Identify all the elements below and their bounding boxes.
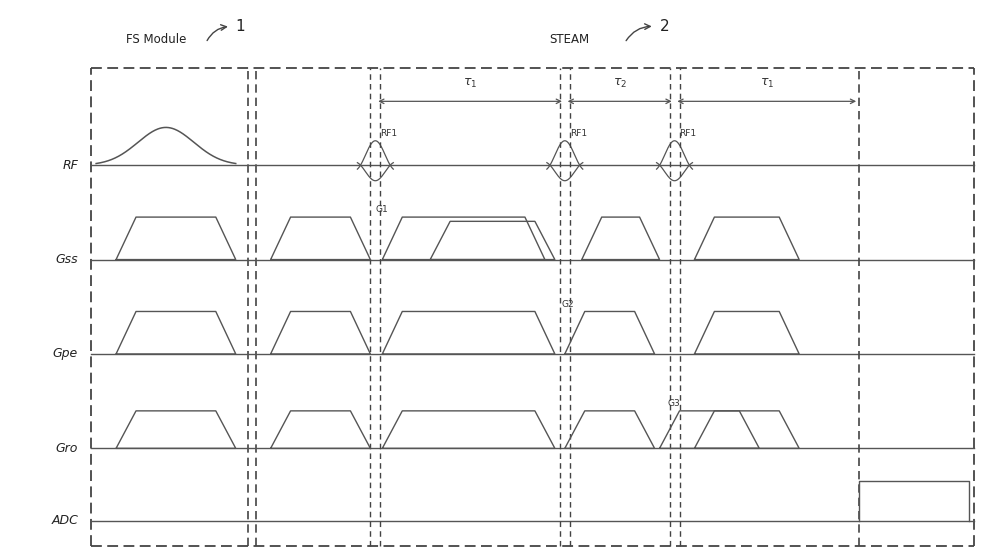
Text: 1: 1 <box>236 19 245 34</box>
Text: $\tau_1$: $\tau_1$ <box>463 77 477 90</box>
Text: $\tau_2$: $\tau_2$ <box>613 77 627 90</box>
Text: RF1: RF1 <box>680 129 697 138</box>
Text: RF: RF <box>62 158 78 172</box>
Text: G2: G2 <box>562 300 574 309</box>
Text: STEAM: STEAM <box>550 33 590 46</box>
Text: Gpe: Gpe <box>53 348 78 360</box>
Text: G3: G3 <box>668 399 680 408</box>
Text: 2: 2 <box>660 19 669 34</box>
Text: G1: G1 <box>375 205 388 214</box>
Text: ADC: ADC <box>51 514 78 527</box>
Text: FS Module: FS Module <box>126 33 186 46</box>
Text: Gss: Gss <box>56 253 78 266</box>
Text: RF1: RF1 <box>380 129 397 138</box>
Text: RF1: RF1 <box>570 129 587 138</box>
Text: Gro: Gro <box>56 442 78 455</box>
Text: $\tau_1$: $\tau_1$ <box>760 77 774 90</box>
